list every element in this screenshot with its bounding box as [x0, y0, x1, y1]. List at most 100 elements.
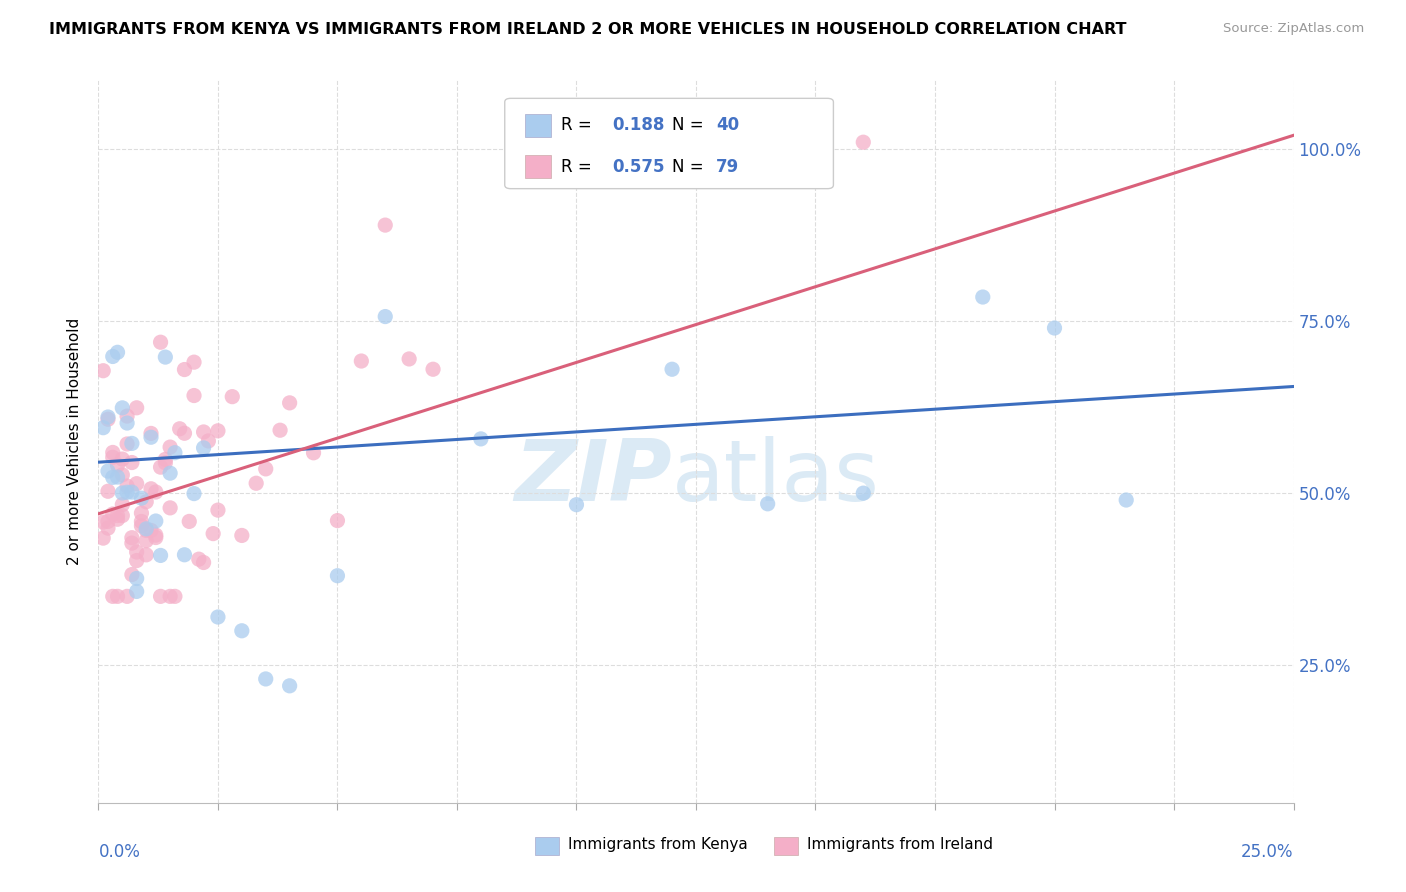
Point [149, 460, 172, 475]
Point [121, 485, 143, 500]
Point [173, 426, 195, 441]
Point [101, 470, 124, 484]
Point [107, 470, 129, 484]
Point [139, 426, 162, 441]
Point [115, 409, 138, 423]
Text: 0.0%: 0.0% [98, 843, 141, 861]
Point [193, 441, 215, 455]
Point [852, 135, 875, 149]
Point [1043, 321, 1066, 335]
Point [121, 456, 143, 470]
Point [111, 486, 134, 500]
Point [183, 486, 205, 500]
Point [183, 355, 205, 369]
Point [97, 515, 120, 529]
Point [159, 466, 181, 480]
FancyBboxPatch shape [534, 837, 558, 855]
Point [661, 362, 683, 376]
Point [97, 521, 120, 535]
Text: 0.575: 0.575 [613, 158, 665, 176]
Point [149, 549, 172, 563]
Point [202, 526, 225, 541]
Point [155, 452, 177, 467]
Point [173, 548, 195, 562]
Point [155, 456, 177, 470]
Point [326, 514, 349, 528]
Point [179, 515, 201, 529]
Point [115, 437, 138, 451]
Point [111, 467, 134, 482]
Point [145, 514, 167, 528]
Text: atlas: atlas [672, 436, 880, 519]
Point [121, 436, 143, 450]
Text: N =: N = [672, 116, 709, 134]
Point [159, 440, 181, 454]
Text: Immigrants from Ireland: Immigrants from Ireland [807, 838, 993, 852]
Point [101, 445, 124, 459]
Point [193, 556, 215, 570]
Point [159, 590, 181, 604]
Point [139, 482, 162, 496]
Text: 0.188: 0.188 [613, 116, 665, 134]
Point [163, 446, 186, 460]
Point [852, 486, 875, 500]
Point [302, 446, 325, 460]
Point [145, 485, 167, 500]
Point [1115, 493, 1137, 508]
Point [221, 390, 243, 404]
FancyBboxPatch shape [773, 837, 797, 855]
Point [254, 462, 277, 476]
Point [91, 364, 114, 378]
Point [125, 553, 148, 567]
Text: N =: N = [672, 158, 709, 176]
Point [145, 528, 167, 542]
Point [131, 519, 153, 533]
Point [231, 528, 253, 542]
Point [97, 484, 120, 499]
Point [97, 464, 120, 478]
FancyBboxPatch shape [505, 98, 834, 189]
Point [207, 503, 229, 517]
Point [207, 424, 229, 438]
Point [197, 434, 219, 448]
Text: R =: R = [561, 116, 598, 134]
Point [101, 590, 124, 604]
Point [121, 536, 143, 550]
Point [149, 590, 172, 604]
Text: 25.0%: 25.0% [1241, 843, 1294, 861]
Text: IMMIGRANTS FROM KENYA VS IMMIGRANTS FROM IRELAND 2 OR MORE VEHICLES IN HOUSEHOLD: IMMIGRANTS FROM KENYA VS IMMIGRANTS FROM… [49, 22, 1126, 37]
Text: 79: 79 [716, 158, 740, 176]
Point [374, 310, 396, 324]
Point [756, 497, 779, 511]
FancyBboxPatch shape [524, 155, 551, 178]
Point [193, 425, 215, 439]
Y-axis label: 2 or more Vehicles in Household: 2 or more Vehicles in Household [67, 318, 83, 566]
Point [173, 362, 195, 376]
Point [422, 362, 444, 376]
Point [159, 500, 181, 515]
Point [97, 409, 120, 424]
Point [107, 512, 129, 526]
Point [121, 567, 143, 582]
Point [107, 508, 129, 523]
Point [135, 522, 157, 536]
Point [398, 351, 420, 366]
Point [278, 396, 301, 410]
Point [125, 545, 148, 559]
Point [565, 498, 588, 512]
Point [111, 498, 134, 512]
Point [101, 350, 124, 364]
Point [121, 531, 143, 545]
Point [139, 430, 162, 444]
Point [155, 350, 177, 364]
Point [125, 584, 148, 599]
Point [115, 479, 138, 493]
Point [245, 476, 267, 491]
Point [91, 515, 114, 529]
Point [135, 548, 157, 562]
Point [91, 531, 114, 545]
Point [101, 450, 124, 465]
Point [972, 290, 994, 304]
Point [183, 388, 205, 402]
Point [470, 432, 492, 446]
